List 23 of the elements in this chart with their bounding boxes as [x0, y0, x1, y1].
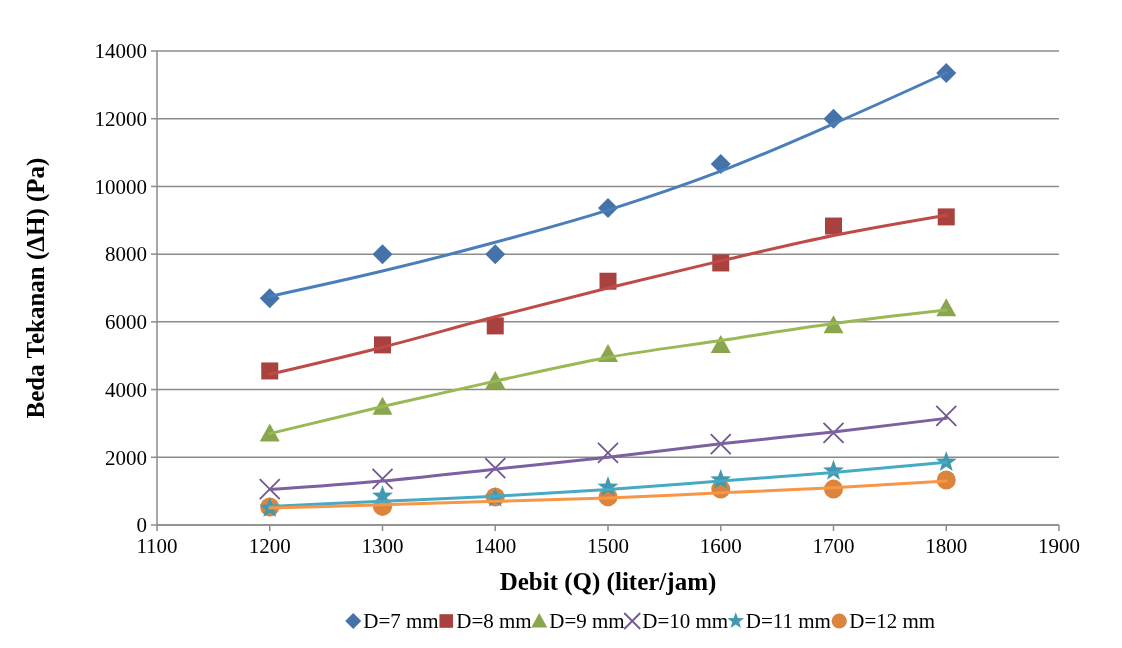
legend-label: D=12 mm: [849, 609, 936, 633]
y-tick-label: 4000: [105, 377, 147, 402]
legend-label: D=9 mm: [549, 609, 625, 633]
y-tick-label: 12000: [94, 107, 147, 132]
x-tick-label: 1500: [587, 534, 629, 558]
x-tick-label: 1300: [361, 534, 404, 558]
x-tick-label: 1200: [248, 534, 291, 558]
x-axis-title: Debit (Q) (liter/jam): [499, 568, 717, 596]
x-tick-label: 1700: [812, 534, 855, 558]
y-tick-label: 8000: [105, 242, 147, 267]
y-tick-label: 10000: [94, 174, 147, 199]
legend-label: D=8 mm: [456, 609, 532, 633]
y-tick-label: 2000: [105, 445, 147, 470]
x-tick-label: 1400: [474, 534, 517, 558]
x-tick-label: 1800: [925, 534, 968, 558]
y-tick-label: 6000: [105, 310, 147, 335]
y-tick-label: 14000: [94, 39, 147, 64]
legend-label: D=7 mm: [363, 609, 439, 633]
y-axis-title: Beda Tekanan (ΔH) (Pa): [22, 157, 50, 419]
x-tick-label: 1600: [699, 534, 742, 558]
legend-label: D=10 mm: [642, 609, 729, 633]
x-tick-label: 1900: [1038, 534, 1080, 558]
legend-label: D=11 mm: [745, 609, 831, 633]
